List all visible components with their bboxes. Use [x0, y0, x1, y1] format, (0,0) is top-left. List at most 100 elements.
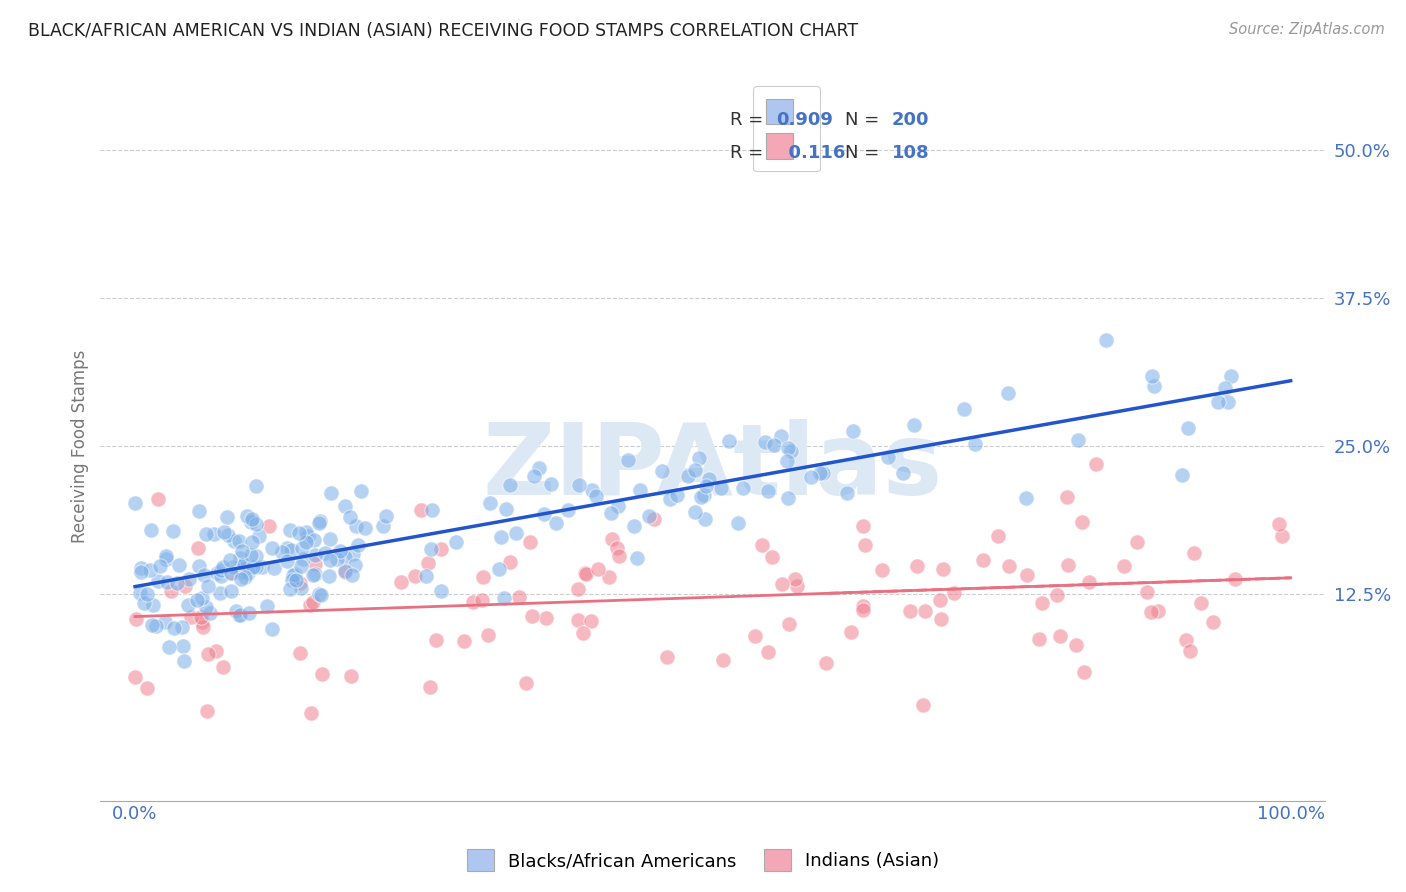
Point — [389, 575, 412, 590]
Point — [314, 545, 336, 559]
Point — [891, 466, 914, 480]
Point — [835, 485, 858, 500]
Point — [205, 566, 228, 581]
Point — [602, 532, 624, 546]
Point — [744, 629, 766, 643]
Point — [288, 646, 311, 660]
Point — [852, 518, 875, 533]
Point — [600, 506, 623, 520]
Point — [288, 525, 311, 540]
Point — [1177, 421, 1199, 435]
Point — [166, 576, 188, 591]
Point — [1143, 379, 1166, 393]
Point — [606, 541, 628, 555]
Point — [617, 453, 640, 467]
Point — [281, 573, 304, 587]
Point — [905, 559, 928, 574]
Point — [374, 508, 396, 523]
Point — [489, 530, 512, 544]
Point — [1220, 368, 1243, 383]
Point — [233, 561, 256, 575]
Point — [228, 607, 250, 622]
Point — [339, 509, 361, 524]
Point — [249, 529, 271, 543]
Point — [1112, 559, 1135, 574]
Point — [124, 670, 146, 684]
Point — [231, 572, 253, 586]
Point — [301, 568, 323, 582]
Point — [786, 579, 808, 593]
Point — [1071, 515, 1094, 529]
Point — [876, 450, 898, 464]
Point — [488, 562, 510, 576]
Text: R =: R = — [730, 144, 769, 161]
Point — [235, 570, 257, 584]
Point — [302, 533, 325, 548]
Point — [260, 541, 283, 556]
Point — [710, 481, 733, 495]
Point — [193, 567, 215, 582]
Point — [319, 486, 342, 500]
Point — [1140, 605, 1163, 619]
Point — [1046, 588, 1069, 602]
Point — [136, 587, 159, 601]
Point — [699, 472, 721, 486]
Point — [628, 483, 651, 497]
Point — [912, 698, 935, 712]
Point — [758, 483, 780, 498]
Point — [942, 586, 965, 600]
Point — [340, 668, 363, 682]
Point — [690, 490, 713, 504]
Point — [344, 519, 367, 533]
Point — [333, 499, 356, 513]
Point — [148, 574, 170, 589]
Point — [197, 579, 219, 593]
Point — [212, 524, 235, 539]
Point — [785, 572, 807, 586]
Point — [952, 402, 974, 417]
Point — [688, 450, 710, 465]
Point — [1182, 546, 1205, 560]
Point — [626, 550, 648, 565]
Point — [404, 569, 426, 583]
Point — [666, 488, 689, 502]
Point — [238, 607, 260, 621]
Point — [141, 618, 163, 632]
Point — [291, 552, 314, 566]
Point — [239, 548, 262, 562]
Text: Source: ZipAtlas.com: Source: ZipAtlas.com — [1229, 22, 1385, 37]
Point — [190, 615, 212, 630]
Point — [520, 609, 543, 624]
Point — [409, 503, 432, 517]
Point — [800, 470, 823, 484]
Point — [852, 603, 875, 617]
Point — [557, 502, 579, 516]
Point — [932, 562, 955, 576]
Point — [870, 563, 893, 577]
Point — [319, 532, 342, 546]
Point — [245, 560, 267, 574]
Point — [929, 612, 952, 626]
Point — [177, 599, 200, 613]
Point — [129, 560, 152, 574]
Point — [193, 620, 215, 634]
Point — [929, 592, 952, 607]
Point — [238, 566, 260, 580]
Point — [231, 544, 253, 558]
Point — [1094, 334, 1116, 348]
Point — [1135, 585, 1157, 599]
Point — [623, 519, 645, 533]
Point — [212, 660, 235, 674]
Point — [302, 595, 325, 609]
Point — [444, 535, 467, 549]
Point — [762, 438, 785, 452]
Point — [350, 484, 373, 499]
Point — [713, 653, 735, 667]
Point — [195, 600, 218, 615]
Point — [1225, 572, 1247, 586]
Point — [751, 537, 773, 551]
Point — [160, 584, 183, 599]
Point — [461, 595, 484, 609]
Point — [1189, 596, 1212, 610]
Point — [209, 563, 232, 577]
